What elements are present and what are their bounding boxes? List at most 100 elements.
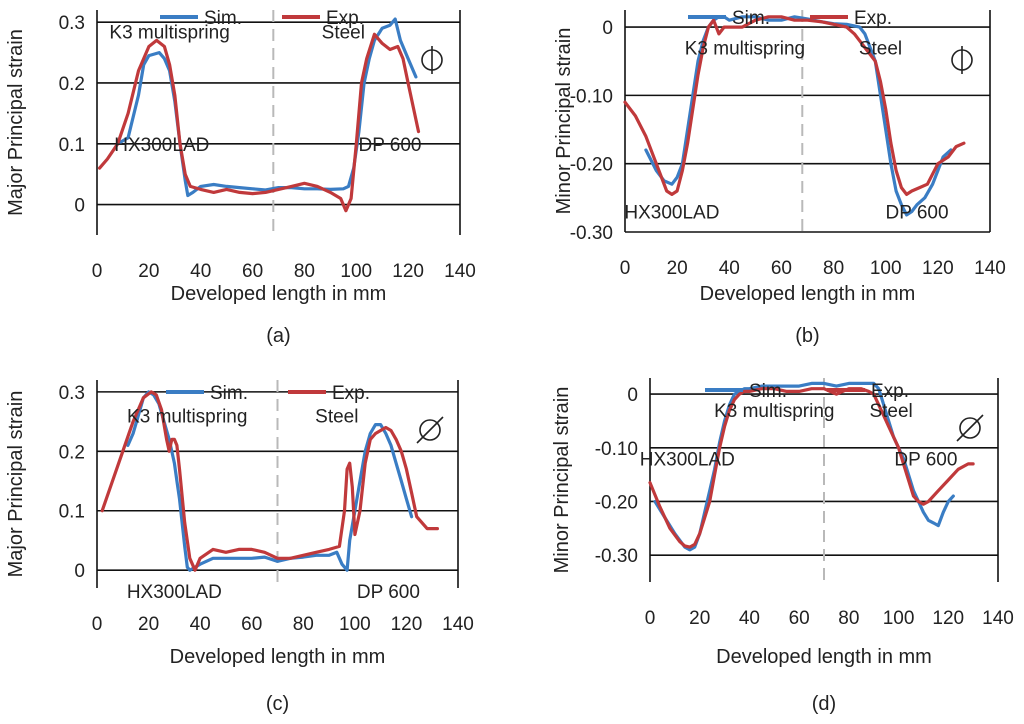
region-annotation: K3 multispring <box>685 39 805 60</box>
x-tick-label: 60 <box>242 261 263 282</box>
legend-label-sim: Sim. <box>210 383 248 404</box>
x-axis-label: Developed length in mm <box>700 283 916 305</box>
region-annotation: DP 600 <box>894 450 957 471</box>
region-annotation: DP 600 <box>358 135 421 156</box>
region-annotation: Steel <box>322 22 365 43</box>
x-tick-label: 40 <box>719 258 740 279</box>
region-annotation: HX300LAD <box>127 582 222 603</box>
region-annotation: K3 multispring <box>109 22 229 43</box>
legend-label-exp: Exp. <box>332 383 370 404</box>
circle-symbol-icon <box>951 46 973 74</box>
x-tick-label: 0 <box>620 258 631 279</box>
x-tick-label: 80 <box>293 614 314 635</box>
chart-legend: Sim. Exp. <box>705 381 909 402</box>
region-annotation: HX300LAD <box>114 135 209 156</box>
region-annotation: Steel <box>859 39 902 60</box>
x-tick-label: 140 <box>982 608 1014 629</box>
y-axis-label: Minor Principal strain <box>553 28 575 215</box>
x-axis-label: Developed length in mm <box>716 646 932 668</box>
y-tick-label: 0.3 <box>59 13 85 34</box>
y-tick-label: 0 <box>627 385 638 406</box>
region-annotation: K3 multispring <box>714 401 834 422</box>
x-tick-label: 40 <box>739 608 760 629</box>
x-tick-label: 120 <box>391 614 423 635</box>
x-tick-label: 80 <box>823 258 844 279</box>
x-axis-label: Developed length in mm <box>171 283 387 305</box>
x-tick-label: 80 <box>294 261 315 282</box>
x-tick-label: 100 <box>340 261 372 282</box>
chart-panel-4: 0 -0.10 -0.20 -0.30 0 20 40 60 80 100 120 140 K3 mul… <box>551 378 1014 715</box>
circle-symbol-icon <box>421 46 443 74</box>
x-tick-label: 120 <box>392 261 424 282</box>
y-tick-label: -0.20 <box>595 492 638 513</box>
x-tick-label: 60 <box>789 608 810 629</box>
legend-label-exp: Exp. <box>871 381 909 402</box>
y-tick-label: 0 <box>74 196 85 217</box>
x-tick-label: 140 <box>442 614 474 635</box>
series-line-exp <box>100 390 439 572</box>
y-tick-label: 0 <box>74 561 85 582</box>
chart-panel-3: 0 0.1 0.2 0.3 0 20 40 60 80 100 120 140 K3 multispri… <box>5 380 474 715</box>
circle-symbol-icon <box>956 414 984 442</box>
series-line-sim <box>116 17 418 198</box>
legend-label-exp: Exp. <box>326 8 364 29</box>
y-tick-label: -0.10 <box>595 439 638 460</box>
series-line-exp <box>648 387 975 549</box>
y-tick-label: -0.30 <box>595 546 638 567</box>
x-tick-label: 140 <box>444 261 476 282</box>
x-tick-label: 40 <box>190 261 211 282</box>
x-tick-label: 80 <box>838 608 859 629</box>
legend-label-sim: Sim. <box>204 8 242 29</box>
x-axis-label: Developed length in mm <box>170 646 386 668</box>
y-tick-label: 0.2 <box>59 442 85 463</box>
chart-legend: Sim. Exp. <box>160 8 364 29</box>
region-annotation: Steel <box>315 407 358 428</box>
x-tick-label: 60 <box>241 614 262 635</box>
region-annotation: Steel <box>869 401 912 422</box>
y-tick-label: -0.20 <box>570 155 613 176</box>
x-tick-label: 100 <box>883 608 915 629</box>
x-tick-label: 0 <box>92 614 103 635</box>
panel-label: (a) <box>266 325 290 347</box>
chart-legend: Sim. Exp. <box>688 8 892 29</box>
x-tick-label: 20 <box>138 261 159 282</box>
y-axis-label: Major Principal strain <box>5 29 27 216</box>
x-tick-label: 20 <box>138 614 159 635</box>
legend-label-sim: Sim. <box>749 381 787 402</box>
y-tick-label: 0 <box>602 18 613 39</box>
x-tick-label: 100 <box>339 614 371 635</box>
y-axis-label: Major Principal strain <box>5 391 27 578</box>
panel-label: (b) <box>795 325 819 347</box>
x-tick-label: 100 <box>870 258 902 279</box>
chart-panel-2: 0 -0.10 -0.20 -0.30 0 20 40 60 80 100 120 140 K3 mul… <box>553 8 1006 347</box>
y-tick-label: 0.2 <box>59 74 85 95</box>
region-annotation: K3 multispring <box>127 407 247 428</box>
x-tick-label: 0 <box>645 608 656 629</box>
chart-panel-1: 0 0.1 0.2 0.3 0 20 40 60 80 100 120 140 K3 multispri… <box>5 8 476 347</box>
x-tick-label: 120 <box>922 258 954 279</box>
series-line-exp <box>623 15 966 196</box>
region-annotation: HX300LAD <box>640 450 735 471</box>
panel-label: (c) <box>266 693 289 715</box>
region-annotation: DP 600 <box>885 203 948 224</box>
series-line-exp <box>98 32 421 213</box>
x-tick-label: 140 <box>974 258 1006 279</box>
y-tick-label: -0.10 <box>570 86 613 107</box>
x-tick-label: 60 <box>771 258 792 279</box>
x-tick-label: 40 <box>190 614 211 635</box>
y-tick-label: 0.3 <box>59 383 85 404</box>
legend-label-sim: Sim. <box>732 8 770 29</box>
legend-label-exp: Exp. <box>854 8 892 29</box>
y-tick-label: 0.1 <box>59 502 85 523</box>
y-tick-label: 0.1 <box>59 135 85 156</box>
y-axis-label: Minor Principal strain <box>551 387 573 574</box>
x-tick-label: 20 <box>667 258 688 279</box>
y-tick-label: -0.30 <box>570 223 613 244</box>
region-annotation: HX300LAD <box>624 203 719 224</box>
chart-legend: Sim. Exp. <box>166 383 370 404</box>
x-tick-label: 20 <box>689 608 710 629</box>
circle-symbol-icon <box>416 416 444 444</box>
x-tick-label: 120 <box>932 608 964 629</box>
region-annotation: DP 600 <box>357 582 420 603</box>
